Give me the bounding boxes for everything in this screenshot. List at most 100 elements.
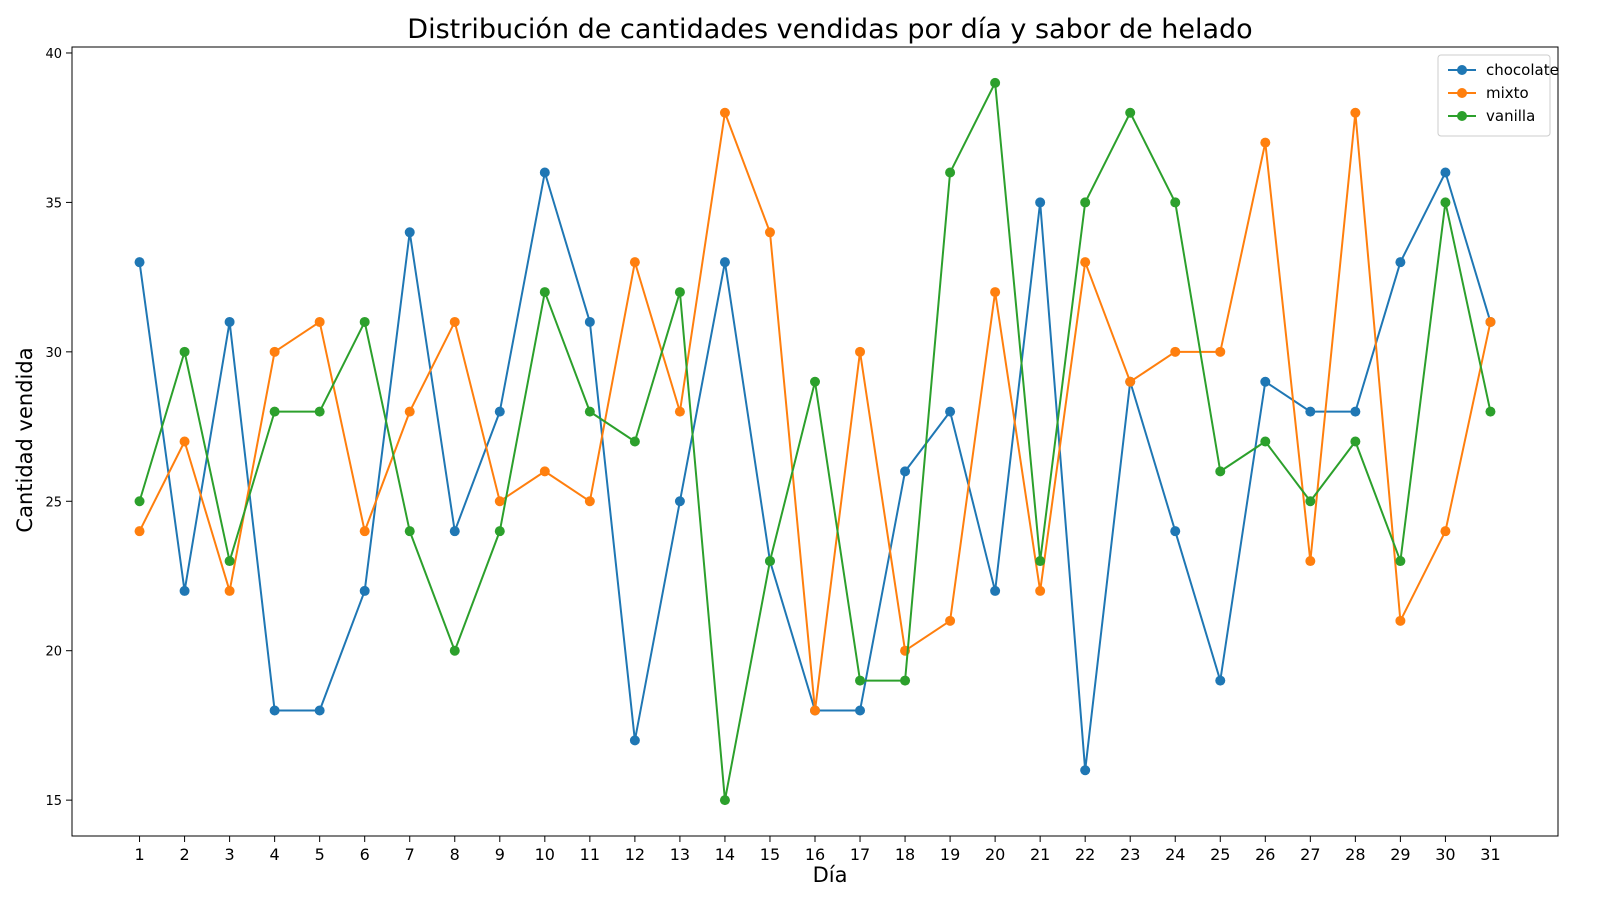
axes-frame	[71, 46, 1559, 837]
legend-label-chocolate: chocolate	[1486, 61, 1559, 79]
data-point-chocolate	[359, 585, 370, 596]
x-tick-label: 16	[805, 845, 825, 864]
data-point-mixto	[359, 526, 370, 537]
x-tick-label: 28	[1345, 845, 1365, 864]
series-chocolate	[134, 167, 1496, 776]
data-point-mixto	[494, 496, 505, 507]
data-point-vanilla	[1080, 197, 1091, 208]
y-tick-label: 15	[45, 794, 62, 809]
data-point-mixto	[1440, 526, 1451, 537]
data-point-mixto	[945, 615, 956, 626]
data-point-mixto	[1080, 257, 1091, 268]
x-tick-label: 12	[625, 845, 645, 864]
x-tick-label: 6	[360, 845, 370, 864]
x-tick-label: 14	[715, 845, 735, 864]
data-point-mixto	[1485, 316, 1496, 327]
data-point-mixto	[584, 496, 595, 507]
data-point-chocolate	[900, 466, 911, 477]
x-tick-label: 10	[535, 845, 555, 864]
data-point-vanilla	[990, 77, 1001, 88]
data-point-chocolate	[1440, 167, 1451, 178]
data-point-vanilla	[1440, 197, 1451, 208]
data-point-chocolate	[314, 705, 325, 716]
x-tick-label: 18	[895, 845, 915, 864]
data-point-mixto	[1035, 585, 1046, 596]
data-point-chocolate	[1260, 376, 1271, 387]
data-point-chocolate	[1350, 406, 1361, 417]
data-point-mixto	[224, 585, 235, 596]
legend-marker-mixto	[1457, 88, 1467, 98]
data-point-chocolate	[404, 227, 415, 238]
x-tick-label: 21	[1030, 845, 1050, 864]
data-point-chocolate	[855, 705, 866, 716]
y-tick-label: 40	[45, 47, 62, 62]
data-point-mixto	[179, 436, 190, 447]
x-tick-label: 30	[1435, 845, 1455, 864]
x-tick-label: 8	[450, 845, 460, 864]
data-point-vanilla	[900, 675, 911, 686]
data-point-chocolate	[179, 585, 190, 596]
series-vanilla	[134, 77, 1496, 806]
x-tick-label: 27	[1300, 845, 1320, 864]
chart-title: Distribución de cantidades vendidas por …	[407, 14, 1252, 45]
data-point-mixto	[855, 346, 866, 357]
data-point-vanilla	[1350, 436, 1361, 447]
data-point-vanilla	[314, 406, 325, 417]
data-point-vanilla	[449, 645, 460, 656]
series-mixto	[134, 107, 1496, 716]
data-point-chocolate	[449, 526, 460, 537]
data-point-mixto	[1305, 556, 1316, 567]
x-tick-label: 23	[1120, 845, 1140, 864]
data-point-mixto	[1350, 107, 1361, 118]
x-axis-label: Día	[813, 863, 848, 887]
x-tick-label: 5	[315, 845, 325, 864]
y-axis-label: Cantidad vendida	[13, 347, 37, 532]
data-point-mixto	[1170, 346, 1181, 357]
data-point-mixto	[674, 406, 685, 417]
data-point-mixto	[629, 257, 640, 268]
data-point-mixto	[990, 287, 1001, 298]
data-point-chocolate	[629, 735, 640, 746]
data-point-vanilla	[134, 496, 145, 507]
data-point-chocolate	[494, 406, 505, 417]
x-tick-label: 3	[225, 845, 235, 864]
data-point-vanilla	[629, 436, 640, 447]
data-point-chocolate	[1215, 675, 1226, 686]
data-point-vanilla	[494, 526, 505, 537]
legend-item-chocolate: chocolate	[1448, 61, 1559, 79]
data-point-mixto	[1395, 615, 1406, 626]
data-point-chocolate	[990, 585, 1001, 596]
series-line-vanilla	[138, 81, 1492, 802]
data-point-vanilla	[359, 316, 370, 327]
y-tick-label: 35	[45, 196, 62, 211]
x-axis: 1 2 3 4 5 6 7 8 9 10 11 12 13 14 15 16 17 18 19 20 21 22 23 24 2…	[134, 836, 1501, 864]
x-tick-label: 26	[1255, 845, 1275, 864]
legend-item-mixto: mixto	[1448, 84, 1529, 102]
data-point-chocolate	[1080, 765, 1091, 776]
legend-label-vanilla: vanilla	[1486, 107, 1535, 125]
data-point-mixto	[314, 316, 325, 327]
data-point-vanilla	[855, 675, 866, 686]
data-point-chocolate	[1035, 197, 1046, 208]
data-point-vanilla	[764, 556, 775, 567]
data-point-mixto	[269, 346, 280, 357]
data-point-vanilla	[1215, 466, 1226, 477]
legend-marker-chocolate	[1457, 65, 1467, 75]
x-tick-label: 29	[1390, 845, 1410, 864]
x-tick-label: 9	[495, 845, 505, 864]
data-point-chocolate	[269, 705, 280, 716]
legend: chocolate mixto vanilla	[1437, 54, 1559, 137]
data-point-chocolate	[539, 167, 550, 178]
x-tick-label: 25	[1210, 845, 1230, 864]
data-point-vanilla	[179, 346, 190, 357]
data-point-vanilla	[1305, 496, 1316, 507]
data-point-chocolate	[1170, 526, 1181, 537]
x-tick-label: 2	[179, 845, 189, 864]
data-point-vanilla	[584, 406, 595, 417]
data-point-mixto	[134, 526, 145, 537]
y-tick-label: 25	[45, 495, 62, 510]
legend-item-vanilla: vanilla	[1448, 107, 1535, 125]
data-point-mixto	[1215, 346, 1226, 357]
